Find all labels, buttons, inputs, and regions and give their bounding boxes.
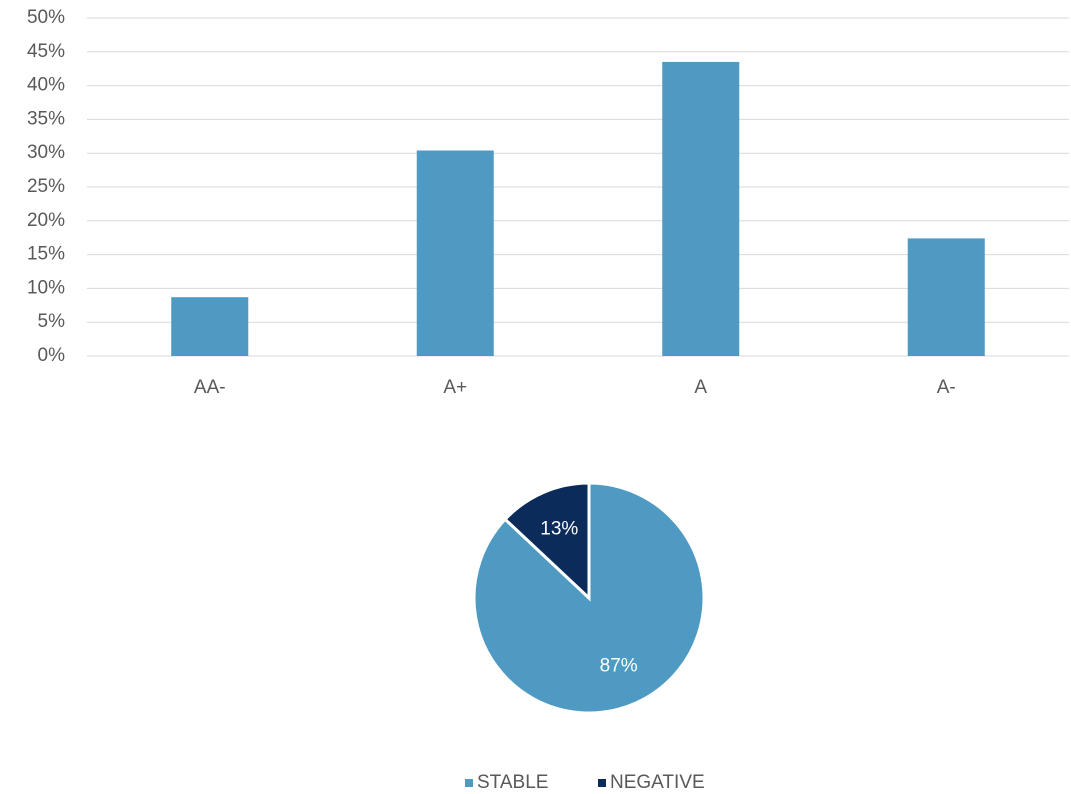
bar xyxy=(662,61,740,356)
x-tick-label: A- xyxy=(937,377,956,398)
legend-swatch xyxy=(465,779,473,787)
legend-label: NEGATIVE xyxy=(610,772,705,793)
data-label: 13% xyxy=(540,518,578,539)
bar xyxy=(907,238,985,356)
legend-label: STABLE xyxy=(477,772,548,793)
y-tick-label: 30% xyxy=(27,142,65,163)
x-tick-label: AA- xyxy=(194,377,226,398)
y-tick-label: 50% xyxy=(27,7,65,28)
bar xyxy=(416,150,494,356)
x-tick-label: A+ xyxy=(443,377,467,398)
data-label: 87% xyxy=(600,656,638,677)
y-tick-label: 15% xyxy=(27,244,65,265)
y-tick-label: 35% xyxy=(27,108,65,129)
x-tick-label: A xyxy=(694,377,707,398)
y-tick-label: 45% xyxy=(27,41,65,62)
y-tick-label: 25% xyxy=(27,176,65,197)
y-tick-label: 20% xyxy=(27,210,65,231)
legend-swatch xyxy=(598,779,606,787)
y-tick-label: 5% xyxy=(38,311,66,332)
y-tick-label: 40% xyxy=(27,75,65,96)
y-tick-label: 10% xyxy=(27,277,65,298)
y-tick-label: 0% xyxy=(38,345,66,366)
bar xyxy=(171,297,249,356)
pie-slice xyxy=(503,481,591,602)
